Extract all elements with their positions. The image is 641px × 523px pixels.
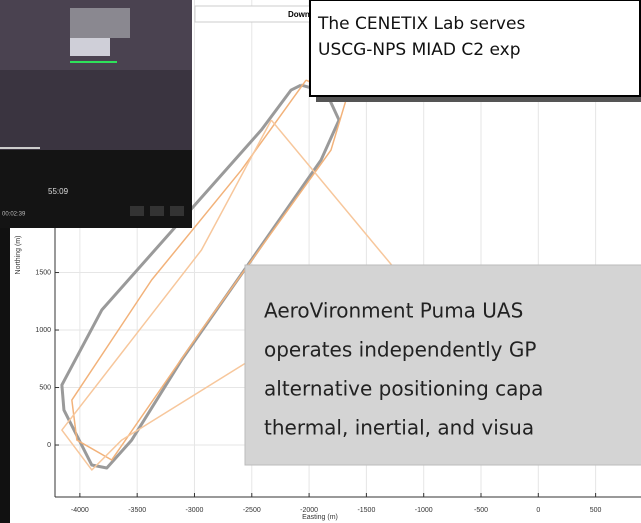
x-tick-label: -4000 — [71, 507, 89, 514]
x-tick-label: -1000 — [415, 507, 433, 514]
slide: -4000 -3500 -3000 -2500 -2000 -1500 -1000 -500 0… — [0, 0, 641, 523]
video-vehicle — [70, 38, 110, 56]
video-button[interactable] — [130, 206, 144, 216]
video-building — [70, 8, 130, 38]
x-tick-label: -2500 — [243, 507, 261, 514]
callout-bottom: AeroVironment Puma UAS operates independ… — [245, 265, 641, 465]
video-elapsed: 00:02:39 — [2, 212, 26, 218]
page: {"chart_data": {"type": "line", "title":… — [0, 0, 641, 523]
x-tick-label: -3000 — [186, 507, 204, 514]
y-axis-label: Northing (m) — [15, 236, 22, 275]
y-tick-label: 1500 — [35, 269, 51, 276]
y-tick-label: 1000 — [35, 327, 51, 334]
video-panel: 55:09 00:02:39 — [0, 0, 192, 228]
x-tick-label: -1500 — [357, 507, 375, 514]
callout-text: thermal, inertial, and visua — [264, 416, 534, 440]
video-button[interactable] — [170, 206, 184, 216]
callout-text: AeroVironment Puma UAS — [264, 299, 523, 323]
y-tick-label: 500 — [39, 384, 51, 391]
video-ground — [0, 70, 192, 150]
callout-text: The CENETIX Lab serves — [317, 14, 525, 34]
callout-text: operates independently GP — [264, 338, 536, 362]
x-tick-label: 0 — [536, 507, 540, 514]
left-bar — [0, 228, 10, 523]
x-tick-label: -2000 — [300, 507, 318, 514]
x-tick-label: -500 — [474, 507, 488, 514]
x-tick-label: -3500 — [128, 507, 146, 514]
callout-text: USCG-NPS MIAD C2 exp — [318, 40, 520, 60]
y-tick-label: 0 — [47, 442, 51, 449]
callout-top: The CENETIX Lab serves USCG-NPS MIAD C2 … — [310, 0, 641, 102]
x-axis-label: Easting (m) — [302, 514, 338, 521]
chart-title: Down — [288, 10, 310, 19]
video-time: 55:09 — [48, 187, 69, 196]
callout-text: alternative positioning capa — [264, 377, 543, 401]
video-button[interactable] — [150, 206, 164, 216]
x-tick-label: 500 — [590, 507, 602, 514]
